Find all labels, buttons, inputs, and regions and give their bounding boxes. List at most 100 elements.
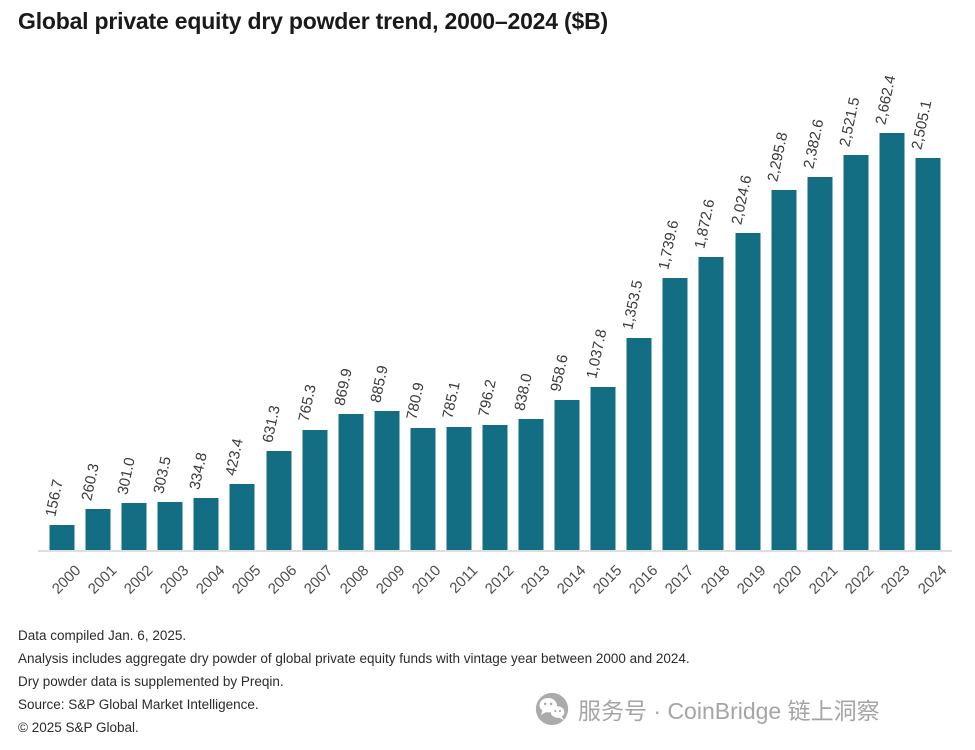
x-axis-label-2014: 2014 bbox=[553, 562, 590, 598]
x-axis-label-2015: 2015 bbox=[589, 562, 626, 598]
bar-group-2008: 869.9 2008 bbox=[331, 62, 373, 598]
x-axis-label-2005: 2005 bbox=[228, 562, 265, 598]
footer-line: Analysis includes aggregate dry powder o… bbox=[18, 651, 690, 666]
x-axis-label-2021: 2021 bbox=[806, 562, 842, 598]
bar-chart: 156.7 2000 260.3 2001 301.0 2002 303.5 2003 334.… bbox=[38, 62, 952, 598]
footer-line: Source: S&P Global Market Intelligence. bbox=[18, 697, 259, 712]
bar-group-2002: 301.0 2002 bbox=[114, 62, 157, 598]
bar-2000 bbox=[49, 525, 75, 550]
bar-value-label: 423.4 bbox=[222, 436, 248, 477]
bar-value-label: 1,037.8 bbox=[583, 328, 611, 381]
bar-group-2017: 1,739.6 2017 bbox=[655, 62, 698, 597]
bar-value-label: 796.2 bbox=[475, 378, 500, 419]
bar-value-label: 1,353.5 bbox=[619, 278, 647, 332]
bar-2002 bbox=[121, 502, 147, 550]
bar-group-2004: 334.8 2004 bbox=[186, 62, 229, 598]
bar-2023 bbox=[879, 133, 905, 550]
bar-value-label: 869.9 bbox=[331, 366, 356, 407]
bar-group-2014: 958.6 2014 bbox=[547, 62, 589, 598]
bar-value-label: 334.8 bbox=[186, 450, 212, 491]
bar-value-label: 156.7 bbox=[42, 478, 67, 519]
bar-group-2010: 780.9 2010 bbox=[403, 62, 445, 598]
footer-line: Data compiled Jan. 6, 2025. bbox=[18, 628, 187, 643]
bar-group-2007: 765.3 2007 bbox=[295, 62, 337, 598]
bar-group-2022: 2,521.5 2022 bbox=[836, 62, 878, 598]
bar-value-label: 2,662.4 bbox=[872, 73, 900, 127]
bar-group-2013: 838.0 2013 bbox=[511, 62, 553, 598]
bar-value-label: 631.3 bbox=[258, 404, 284, 445]
bar-group-2016: 1,353.5 2016 bbox=[619, 62, 662, 598]
x-axis-label-2002: 2002 bbox=[120, 562, 157, 598]
bar-value-label: 2,295.8 bbox=[763, 131, 791, 184]
bar-group-2024: 2,505.1 2024 bbox=[908, 62, 950, 597]
bar-group-2015: 1,037.8 2015 bbox=[583, 62, 626, 597]
bar-value-label: 838.0 bbox=[511, 371, 536, 412]
bar-2021 bbox=[807, 176, 833, 550]
bar-value-label: 2,505.1 bbox=[908, 98, 936, 151]
x-axis-label-2023: 2023 bbox=[878, 562, 914, 598]
x-axis-label-2022: 2022 bbox=[842, 562, 878, 598]
x-axis-label-2024: 2024 bbox=[914, 562, 950, 598]
x-axis-label-2012: 2012 bbox=[481, 562, 518, 598]
bar-value-label: 1,739.6 bbox=[655, 218, 683, 271]
bar-value-label: 780.9 bbox=[403, 380, 428, 421]
bar-2011 bbox=[446, 427, 472, 550]
bar-2007 bbox=[302, 430, 328, 550]
x-axis-label-2003: 2003 bbox=[156, 562, 193, 598]
x-axis-label-2006: 2006 bbox=[264, 562, 301, 598]
bar-value-label: 785.1 bbox=[439, 379, 464, 421]
x-axis-line bbox=[38, 550, 952, 552]
footer-notes: Data compiled Jan. 6, 2025. Analysis incl… bbox=[18, 624, 690, 739]
bar-2009 bbox=[374, 411, 400, 550]
bar-value-label: 2,382.6 bbox=[800, 117, 828, 171]
bar-value-label: 301.0 bbox=[114, 455, 139, 497]
bar-group-2018: 1,872.6 2018 bbox=[691, 62, 734, 597]
x-axis-label-2019: 2019 bbox=[733, 562, 770, 598]
bar-2013 bbox=[518, 418, 544, 550]
x-axis-label-2001: 2001 bbox=[84, 562, 121, 598]
watermark-text: 服务号 · CoinBridge 链上洞察 bbox=[578, 698, 880, 724]
bar-group-2019: 2,024.6 2019 bbox=[727, 62, 770, 598]
bar-value-label: 885.9 bbox=[367, 364, 392, 405]
bar-2020 bbox=[771, 190, 797, 550]
bar-value-label: 2,024.6 bbox=[727, 173, 755, 227]
bar-group-2006: 631.3 2006 bbox=[258, 62, 301, 598]
bar-value-label: 260.3 bbox=[78, 462, 103, 503]
bar-group-2009: 885.9 2009 bbox=[367, 62, 409, 597]
bar-group-2000: 156.7 2000 bbox=[42, 62, 84, 597]
bar-group-2005: 423.4 2005 bbox=[222, 62, 265, 598]
x-axis-label-2020: 2020 bbox=[770, 562, 806, 598]
bar-2004 bbox=[193, 497, 219, 550]
wechat-icon bbox=[535, 692, 569, 726]
bar-2015 bbox=[590, 387, 616, 550]
watermark: 服务号 · CoinBridge 链上洞察 bbox=[535, 688, 880, 730]
bar-value-label: 1,872.6 bbox=[691, 197, 719, 250]
x-axis-label-2013: 2013 bbox=[517, 562, 554, 598]
bar-group-2023: 2,662.4 2023 bbox=[872, 62, 914, 598]
bar-2016 bbox=[626, 338, 652, 550]
x-axis-label-2008: 2008 bbox=[337, 562, 373, 598]
bar-2017 bbox=[662, 277, 688, 550]
bar-value-label: 958.6 bbox=[547, 352, 572, 394]
x-axis-label-2009: 2009 bbox=[373, 562, 409, 598]
bar-group-2021: 2,382.6 2021 bbox=[800, 62, 842, 598]
footer-line: © 2025 S&P Global. bbox=[18, 720, 139, 735]
x-axis-label-2011: 2011 bbox=[446, 562, 481, 597]
chart-title: Global private equity dry powder trend, … bbox=[18, 8, 608, 34]
x-axis-label-2017: 2017 bbox=[661, 562, 698, 598]
x-axis-label-2007: 2007 bbox=[300, 562, 337, 598]
bar-group-2001: 260.3 2001 bbox=[78, 62, 120, 597]
bar-group-2003: 303.5 2003 bbox=[150, 62, 193, 597]
bar-2010 bbox=[410, 427, 436, 550]
bar-2024 bbox=[915, 157, 941, 550]
bar-group-2020: 2,295.8 2020 bbox=[763, 62, 806, 597]
bar-2014 bbox=[554, 399, 580, 550]
footer-line: Dry powder data is supplemented by Preqi… bbox=[18, 674, 284, 689]
bar-2001 bbox=[85, 509, 111, 550]
bar-value-label: 303.5 bbox=[150, 455, 176, 496]
bar-group-2012: 796.2 2012 bbox=[475, 62, 517, 597]
bar-2019 bbox=[735, 232, 761, 550]
x-axis-label-2004: 2004 bbox=[192, 562, 229, 598]
bar-2005 bbox=[229, 483, 255, 550]
